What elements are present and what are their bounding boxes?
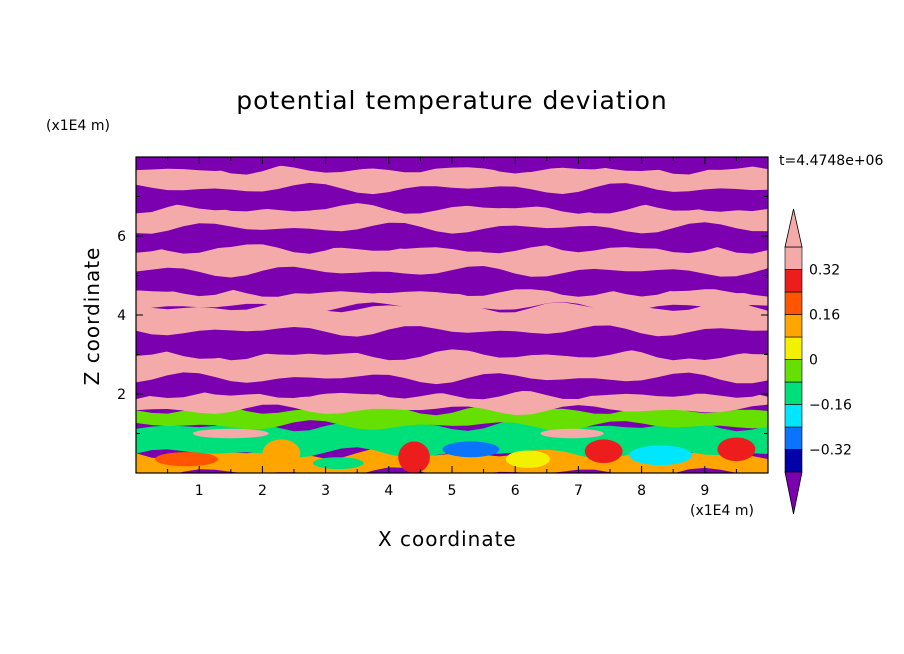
x-tick-label: 8	[637, 483, 646, 499]
contour-band	[136, 265, 768, 297]
colorbar-segment	[784, 449, 803, 473]
x-tick-label: 7	[574, 483, 583, 499]
colorbar-segment	[784, 291, 803, 315]
colorbar-segment	[784, 336, 803, 360]
x-axis-label: X coordinate	[378, 527, 517, 551]
chart-title: potential temperature deviation	[236, 86, 668, 115]
x-tick-label: 6	[511, 483, 520, 499]
colorbar-segment	[784, 359, 803, 383]
colorbar-segment	[784, 404, 803, 428]
contour-blob	[262, 439, 301, 468]
axis-ticks: 1 2 3 4 5 6 7 8 9 2 4 6	[117, 157, 768, 499]
colorbar-segment	[784, 426, 803, 450]
contour-band	[136, 242, 768, 278]
contour-band	[136, 404, 768, 431]
x-tick-label: 1	[195, 483, 204, 499]
contour-band	[136, 324, 768, 361]
colorbar-tick-label: 0	[809, 353, 818, 369]
contour-blob	[540, 428, 604, 439]
contour-band	[136, 182, 768, 214]
contour-band	[136, 286, 768, 313]
colorbar-segment	[784, 314, 803, 338]
colorbar-tick-label: −0.16	[809, 398, 852, 414]
x-tick-label: 2	[258, 483, 267, 499]
contour-field	[136, 157, 768, 473]
colorbar-extend-top	[784, 208, 803, 248]
x-axis-unit: (x1E4 m)	[690, 503, 754, 519]
contour-band	[136, 348, 768, 385]
time-label: t=4.4748e+06	[779, 153, 884, 169]
contour-blob	[584, 439, 623, 464]
z-tick-label: 2	[117, 387, 126, 403]
z-axis-unit: (x1E4 m)	[46, 118, 110, 134]
contour-band	[136, 222, 768, 254]
colorbar-tick-label: −0.32	[809, 443, 852, 459]
x-tick-label: 4	[384, 483, 393, 499]
contour-blob	[312, 457, 364, 470]
contour-band	[136, 163, 768, 195]
colorbar-segment	[784, 269, 803, 293]
x-tick-label: 5	[448, 483, 457, 499]
x-tick-label: 9	[700, 483, 709, 499]
contour-blob	[442, 441, 500, 458]
colorbar-tick-label: 0.32	[809, 263, 840, 279]
contour-blob	[628, 445, 693, 466]
z-tick-label: 4	[117, 308, 126, 324]
colorbar-tick-label: 0.16	[809, 308, 840, 324]
contour-blob	[154, 452, 219, 467]
colorbar-segment	[784, 246, 803, 270]
colorbar: −0.32 −0.16 0 0.16 0.32	[784, 208, 852, 515]
colorbar-extend-bottom	[784, 471, 803, 515]
contour-blob	[505, 450, 550, 468]
contour-band	[136, 389, 768, 416]
contour-blob	[192, 428, 269, 439]
contour-blob	[717, 437, 756, 462]
z-tick-label: 6	[117, 229, 126, 245]
x-tick-label: 3	[321, 483, 330, 499]
contour-blob	[398, 441, 430, 473]
colorbar-segment	[784, 381, 803, 405]
